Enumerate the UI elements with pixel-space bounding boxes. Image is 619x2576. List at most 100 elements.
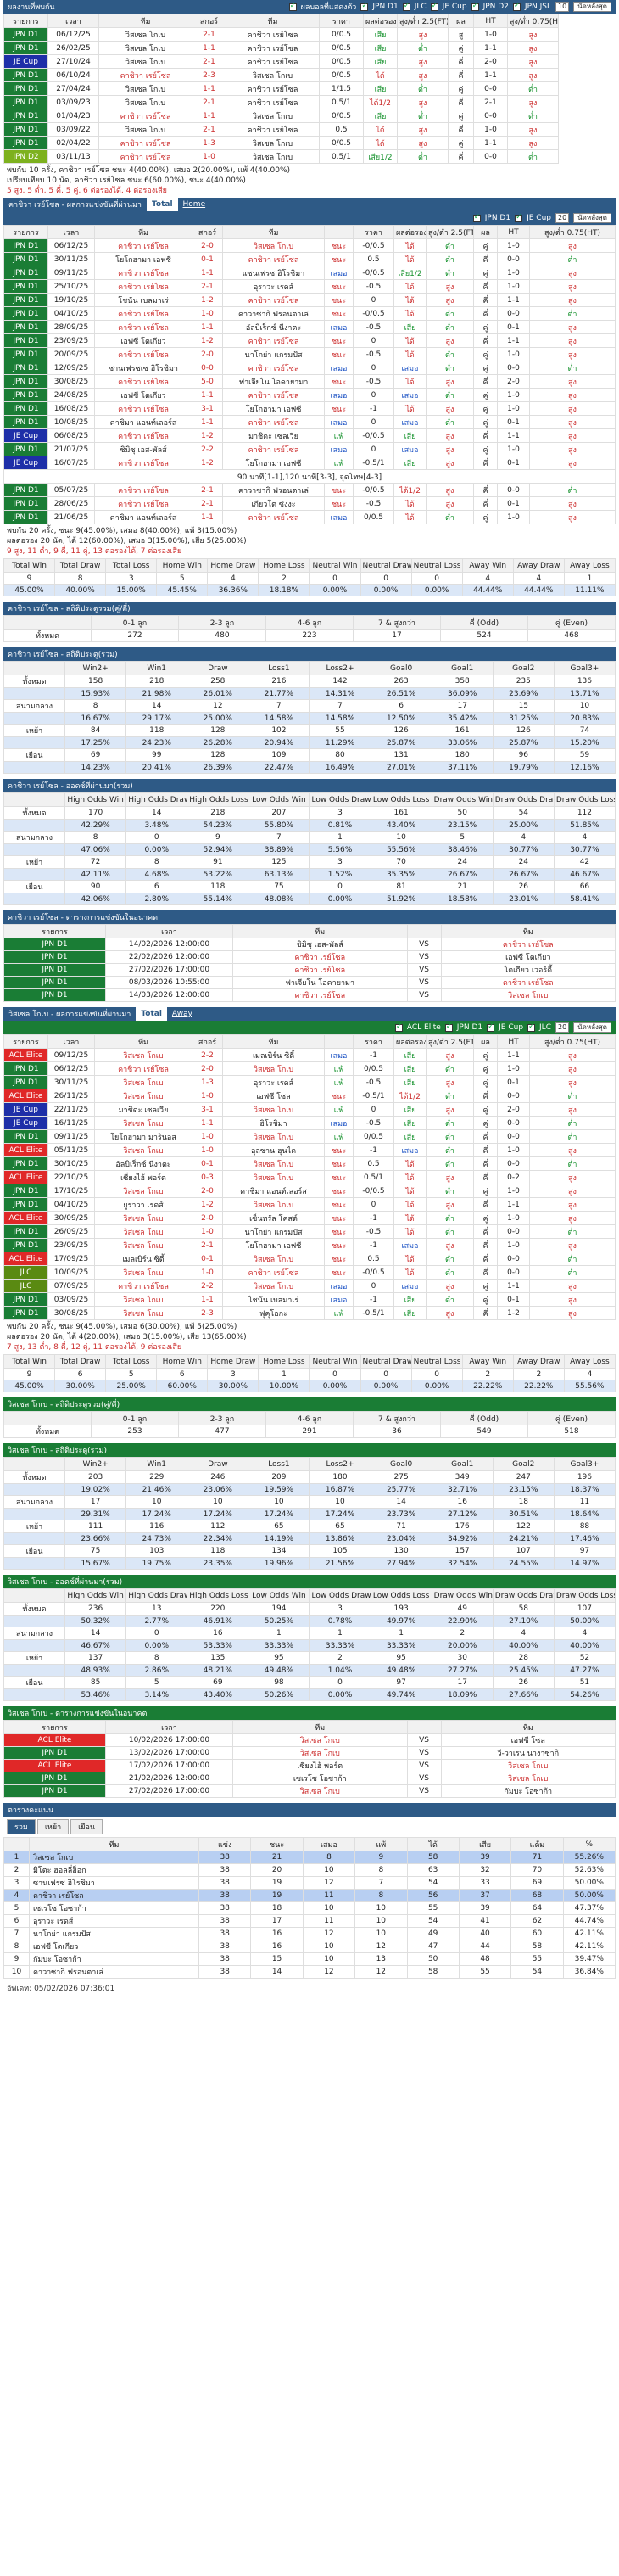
table-cell: 524: [440, 629, 528, 642]
table-cell: คี่: [473, 1265, 498, 1280]
apply-button[interactable]: นัดหลังสุด: [573, 2, 611, 12]
table-cell: 03/09/23: [47, 95, 99, 109]
table-cell: 10: [248, 1495, 310, 1509]
column-header: Home Loss: [258, 558, 310, 573]
standings-row[interactable]: 4 คาชิวา เรย์โซล 38 19 11 8 56 37 68 50.00%: [3, 1889, 616, 1902]
table-row: ทั้งหมด 170 14 218 207 3 161 50 54 112: [3, 806, 616, 820]
standings-row[interactable]: 6 อุราวะ เรดส์ 38 17 11 10 54 41 62 44.74%: [3, 1914, 616, 1928]
table-cell: 122: [492, 1520, 555, 1533]
column-header: ทีม: [94, 1034, 192, 1049]
table-cell: เสีย1/2: [393, 266, 427, 280]
table-row: JPN D1 21/07/25 ชิมิซุ เอส-พัลส์ 2-2 คาชิวา …: [3, 442, 616, 456]
table-cell: เสมอ: [324, 442, 354, 456]
tab-standings-total[interactable]: รวม: [7, 1819, 36, 1834]
table-cell: -0.5: [353, 374, 394, 389]
table-cell: ได้: [393, 333, 427, 348]
filter-league-checkbox[interactable]: [512, 2, 521, 11]
table-cell: 8: [302, 1851, 356, 1864]
table-cell: วิสเซล โกเบ: [94, 1224, 192, 1239]
standings-row[interactable]: 7 นาโกย่า แกรมปัส 38 16 12 10 49 40 60 42.11%: [3, 1927, 616, 1940]
count-select[interactable]: 20: [555, 1022, 570, 1033]
table-cell: คู่: [473, 388, 498, 402]
filter-league-checkbox[interactable]: [394, 1022, 403, 1032]
table-cell: 95: [248, 1651, 310, 1665]
table-cell: เสมอ: [393, 415, 427, 429]
table-cell: คี่: [448, 122, 474, 137]
tab-standings-home[interactable]: เหย้า: [36, 1819, 70, 1834]
filter-league-checkbox[interactable]: [444, 1022, 453, 1032]
filter-league-checkbox[interactable]: [472, 213, 481, 222]
filter-same-teams-checkbox[interactable]: [288, 2, 297, 11]
table-cell: 7: [3, 1927, 30, 1940]
row-label: ทั้งหมด: [3, 1602, 66, 1616]
count-select[interactable]: 10: [555, 2, 570, 12]
table-cell: 38.89%: [248, 843, 310, 856]
count-select[interactable]: 20: [555, 213, 570, 223]
table-cell: ต่ำ: [529, 252, 616, 266]
table-cell: แพ้: [324, 1129, 354, 1144]
table-cell: 28/09/25: [47, 320, 95, 334]
table-cell: 0.5/1: [319, 149, 364, 164]
tab-away[interactable]: Away: [171, 1010, 192, 1018]
filter-league-checkbox[interactable]: [487, 1022, 495, 1032]
kobe-summary: พบกัน 20 ครั้ง, ชนะ 9(45.00%), เสมอ 6(30…: [3, 1320, 616, 1354]
filter-league-checkbox[interactable]: [360, 2, 369, 11]
table-cell: 27/02/2026 17:00:00: [105, 963, 233, 977]
table-cell: 26.67%: [431, 868, 494, 881]
table-cell: 22/10/25: [47, 1170, 95, 1184]
table-row: JE Cup 22/11/25 มาชิดะ เซลเวีย 3-1 วิสเซล โก…: [3, 1102, 616, 1117]
standings-row[interactable]: 9 กัมบะ โอซาก้า 38 15 10 13 50 48 55 39.47%: [3, 1952, 616, 1966]
table-cell: 1-0: [497, 1238, 530, 1252]
table-cell: -0/0.5: [353, 1184, 394, 1198]
table-cell: สูง: [397, 54, 449, 69]
table-cell: คาชิมา แอนท์เลอร์ส: [222, 1184, 325, 1198]
table-cell: -1: [353, 1292, 394, 1307]
standings-row[interactable]: 8 เอฟซี โตเกียว 38 16 10 12 47 44 58 42.11%: [3, 1940, 616, 1953]
table-cell: อุราวะ เรดส์: [222, 1075, 325, 1089]
table-row: JPN D1 09/11/25 โยโกฮามา มารินอส 1-0 วิสเซล …: [3, 1129, 616, 1144]
table-cell: สูง: [529, 401, 616, 416]
table-cell: -0/0.5: [353, 1265, 394, 1280]
table-cell: 27.94%: [370, 1557, 432, 1570]
standings-row[interactable]: 10 คาวาซากิ ฟรอนตาเล่ 38 14 12 12 58 55 54 36.84%: [3, 1965, 616, 1979]
filter-league-checkbox[interactable]: [515, 213, 523, 222]
table-row: เหย้า 111 116 112 65 65 71 176 122 88: [3, 1520, 616, 1533]
standings-row[interactable]: 2 มิโตะ ฮอลลี่ฮ็อก 38 20 10 8 63 32 70 52.63%: [3, 1863, 616, 1877]
filter-league-checkbox[interactable]: [402, 2, 410, 11]
table-cell: 60: [510, 1927, 564, 1940]
table-cell: สูง: [507, 54, 559, 69]
stat-percent: 55.56%: [563, 1380, 616, 1392]
table-cell: 1: [3, 1851, 30, 1864]
table-cell: ได้1/2: [393, 483, 427, 497]
table-cell: 19/10/25: [47, 293, 95, 307]
standings-row[interactable]: 1 วิสเซล โกเบ 38 21 8 9 58 39 71 55.26%: [3, 1851, 616, 1864]
table-row: JLC 07/09/25 คาชิวา เรย์โซล 2-2 วิสเซล โกเบเ…: [3, 1279, 616, 1293]
table-cell: 4.68%: [125, 868, 188, 881]
tab-total[interactable]: Total: [146, 198, 178, 211]
apply-button[interactable]: นัดหลังสุด: [573, 213, 611, 223]
table-cell: 17.24%: [248, 1508, 310, 1520]
tab-standings-away[interactable]: เยือน: [70, 1819, 103, 1834]
standings-row[interactable]: 5 เซเรโซ โอซาก้า 38 18 10 10 55 39 64 47.37%: [3, 1901, 616, 1915]
table-row: JPN D1 23/09/25 เอฟซี โตเกียว 1-2 คาชิวา เรย…: [3, 333, 616, 348]
filter-league-checkbox[interactable]: [471, 2, 479, 11]
stat-percent: 30.00%: [54, 1380, 107, 1392]
row-label: ทั้งหมด: [3, 806, 66, 820]
row-label: ทั้งหมด: [3, 675, 66, 688]
table-row: JPN D1 06/10/24 คาชิวา เรย์โซล 2-3 วิสเซล โก…: [3, 68, 616, 82]
filter-league-checkbox[interactable]: [527, 1022, 536, 1032]
table-cell: 0: [353, 442, 394, 456]
table-cell: 38: [198, 1914, 252, 1928]
column-header: ทีม: [222, 225, 325, 239]
table-cell: 1-3: [192, 1075, 223, 1089]
table-cell: 42.11%: [64, 868, 127, 881]
tab-home[interactable]: Home: [182, 200, 206, 209]
table-cell: คี่: [473, 1238, 498, 1252]
standings-row[interactable]: 3 ซานเฟรซ ฮิโรชิมา 38 19 12 7 54 33 69 50.00%: [3, 1876, 616, 1890]
table-row: สนามกลาง 8 14 12 7 7 6 17 15 10: [3, 699, 616, 713]
tab-total[interactable]: Total: [136, 1007, 167, 1021]
apply-button[interactable]: นัดหลังสุด: [573, 1022, 611, 1033]
table-cell: สูง: [426, 1238, 474, 1252]
table-cell: 18: [492, 1495, 555, 1509]
filter-league-checkbox[interactable]: [430, 2, 438, 11]
